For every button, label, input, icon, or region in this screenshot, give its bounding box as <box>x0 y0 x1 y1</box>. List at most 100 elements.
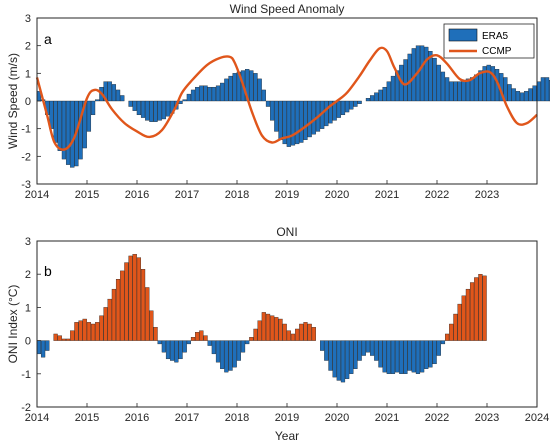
panel-b-bar <box>399 340 404 374</box>
panel-a-ccmp-line <box>35 46 538 151</box>
panel-a-bar <box>465 78 471 102</box>
panel-a-bar <box>203 85 208 102</box>
x-axis-label: Year <box>275 429 299 443</box>
panel-b-bar <box>82 318 87 341</box>
panel-a-bar <box>182 99 187 102</box>
panel-a-xtick-label: 2019 <box>275 189 299 201</box>
panel-b-bar <box>136 257 142 341</box>
panel-b-title: ONI <box>276 225 297 239</box>
panel-a-bar <box>120 95 125 102</box>
panel-b-bar <box>403 340 408 374</box>
panel-b-bars <box>36 254 487 383</box>
panel-a-bar <box>490 66 496 102</box>
panel-b-bar <box>182 340 187 353</box>
panel-a-bar <box>544 77 550 102</box>
panel-a-bar <box>261 89 266 102</box>
panel-a-bar <box>211 86 216 102</box>
panel-a-bar <box>407 53 412 102</box>
panel-b-bar <box>424 340 429 369</box>
panel-a-ytick-label: -1 <box>21 124 31 136</box>
panel-b-ytick-label: -1 <box>21 369 31 381</box>
panel-b-ytick-label: -2 <box>21 402 31 414</box>
panel-a-bar <box>349 100 354 110</box>
panel-a-bar <box>257 78 262 102</box>
panel-a-bar <box>165 100 171 117</box>
panel-a-bar <box>532 85 537 102</box>
panel-b-bar <box>236 340 241 361</box>
panel-a-xtick-label: 2014 <box>25 189 49 201</box>
panel-b-bar <box>53 333 58 341</box>
panel-b-bar <box>265 313 271 341</box>
panel-b-bar <box>161 340 166 353</box>
panel-a-bar <box>440 71 446 102</box>
panel-a-bar <box>507 84 512 102</box>
panel-b-bar <box>61 338 67 341</box>
panel-b-bar <box>57 335 62 341</box>
panel-a-bar <box>270 100 275 121</box>
panel-b-bar <box>286 330 291 341</box>
panel-b-bar <box>211 340 216 355</box>
panel-b-bar <box>145 287 150 341</box>
panel-b-bar <box>36 340 42 355</box>
legend-ccmp-label: CCMP <box>482 46 512 57</box>
panel-a-bar <box>390 75 396 102</box>
panel-b-bar <box>349 340 354 374</box>
panel-b-bar <box>299 323 304 341</box>
panel-a-xtick-label: 2023 <box>475 189 499 201</box>
panel-a-bar <box>424 46 429 102</box>
panel-b-bar <box>353 340 358 369</box>
panel-b-bar <box>257 320 262 341</box>
panel-b-bar <box>432 340 437 365</box>
panel-a-bar <box>153 100 158 122</box>
panel-a-bar <box>295 100 300 145</box>
panel-a-bar <box>249 70 254 102</box>
panel-a-bar <box>436 64 441 102</box>
panel-a-bar <box>378 89 383 102</box>
panel-a-bar <box>457 81 462 102</box>
panel-a-xtick-label: 2015 <box>75 189 99 201</box>
panel-a-xtick-label: 2020 <box>325 189 349 201</box>
panel-b-ytick-label: 0 <box>25 336 31 348</box>
panel-b-xtick-label: 2024 <box>525 412 549 424</box>
panel-a-bar <box>357 100 362 104</box>
panel-a-bar <box>420 45 425 102</box>
panel-a-x-ticks: 2014 2015 2016 2017 2018 2019 2020 2021 2022 2023 <box>25 180 499 201</box>
panel-b-bar <box>253 328 258 341</box>
panel-a-bar <box>528 88 533 102</box>
panel-b-bar <box>478 274 483 341</box>
panel-a-bar <box>382 86 387 102</box>
panel-a-bar <box>224 78 229 102</box>
panel-b-bar <box>190 337 196 341</box>
panel-b-bar <box>332 340 337 378</box>
panel-b-bar <box>65 338 71 341</box>
panel-a-bar <box>340 100 346 116</box>
panel-b-bar <box>215 340 221 363</box>
panel-b-bar <box>420 340 425 373</box>
panel-b-xtick-label: 2021 <box>375 412 399 424</box>
panel-b-bar <box>290 333 296 341</box>
panel-b-bar <box>115 279 121 341</box>
panel-b-ylabel: ONI Index (°C) <box>6 285 20 364</box>
panel-b-bar <box>153 327 158 341</box>
panel-a-bar <box>199 85 204 102</box>
panel-b-bar <box>324 340 329 361</box>
panel-b-ytick-label: 2 <box>25 269 31 281</box>
panel-a-ytick-label: -2 <box>21 151 31 163</box>
panel-b-bar <box>440 340 446 345</box>
panel-a-bar <box>299 100 304 143</box>
panel-a-bar <box>78 100 83 160</box>
panel-a-bar <box>482 66 487 102</box>
panel-b-xtick-label: 2019 <box>275 412 299 424</box>
panel-b-bar <box>203 335 208 341</box>
panel-b-bar <box>99 315 104 341</box>
panel-a-xtick-label: 2021 <box>375 189 399 201</box>
panel-b-label: b <box>44 263 52 279</box>
panel-b-xtick-label: 2020 <box>325 412 349 424</box>
panel-b-bar <box>436 340 441 356</box>
panel-b-bar <box>340 340 346 383</box>
panel-b-bar <box>374 340 379 361</box>
panel-b-bar <box>361 340 366 356</box>
panel-b-bar <box>240 340 246 353</box>
panel-b-bar <box>395 340 400 373</box>
panel-b-bar <box>149 310 154 341</box>
